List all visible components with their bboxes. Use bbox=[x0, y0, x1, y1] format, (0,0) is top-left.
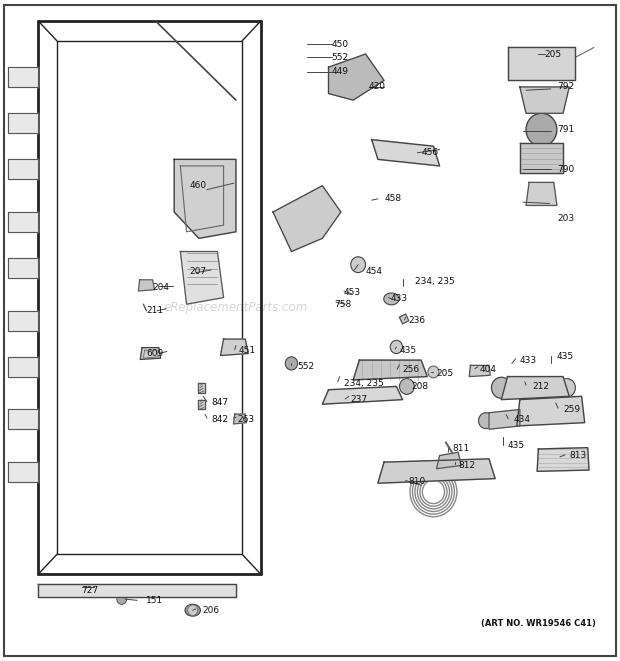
Polygon shape bbox=[508, 48, 575, 81]
Text: 203: 203 bbox=[557, 214, 574, 223]
Text: 434: 434 bbox=[514, 415, 531, 424]
Text: 204: 204 bbox=[153, 283, 170, 292]
Text: 208: 208 bbox=[412, 382, 429, 391]
Text: 552: 552 bbox=[332, 53, 348, 62]
Text: 256: 256 bbox=[402, 366, 420, 375]
Polygon shape bbox=[372, 139, 440, 166]
Text: 205: 205 bbox=[436, 369, 454, 378]
Circle shape bbox=[117, 594, 126, 604]
Circle shape bbox=[558, 379, 575, 397]
Text: eReplacementParts.com: eReplacementParts.com bbox=[164, 301, 308, 314]
Text: 151: 151 bbox=[146, 596, 164, 605]
Polygon shape bbox=[7, 212, 38, 232]
Text: (ART NO. WR19546 C41): (ART NO. WR19546 C41) bbox=[481, 619, 596, 628]
Text: 263: 263 bbox=[237, 415, 254, 424]
Text: 404: 404 bbox=[480, 366, 497, 375]
Polygon shape bbox=[174, 159, 236, 239]
Circle shape bbox=[285, 357, 298, 370]
Polygon shape bbox=[322, 387, 402, 405]
Polygon shape bbox=[378, 459, 495, 483]
Polygon shape bbox=[537, 447, 589, 471]
Polygon shape bbox=[7, 357, 38, 377]
Text: 205: 205 bbox=[544, 50, 562, 59]
Text: 812: 812 bbox=[458, 461, 476, 470]
Text: 234, 235: 234, 235 bbox=[344, 379, 384, 387]
Text: 212: 212 bbox=[532, 382, 549, 391]
Text: 552: 552 bbox=[298, 362, 315, 371]
Text: 842: 842 bbox=[211, 415, 228, 424]
Text: 810: 810 bbox=[409, 477, 426, 486]
Text: 758: 758 bbox=[335, 299, 352, 309]
Text: 237: 237 bbox=[350, 395, 367, 404]
Polygon shape bbox=[329, 54, 384, 100]
Text: 435: 435 bbox=[399, 346, 417, 355]
Text: 206: 206 bbox=[202, 605, 219, 615]
Text: 792: 792 bbox=[557, 83, 574, 91]
Text: 727: 727 bbox=[82, 586, 99, 595]
Polygon shape bbox=[520, 143, 563, 173]
Text: 450: 450 bbox=[332, 40, 348, 49]
Polygon shape bbox=[520, 87, 569, 113]
Circle shape bbox=[188, 605, 198, 615]
Polygon shape bbox=[38, 584, 236, 597]
Polygon shape bbox=[489, 409, 520, 429]
Polygon shape bbox=[526, 182, 557, 206]
Polygon shape bbox=[502, 377, 569, 400]
Polygon shape bbox=[198, 400, 205, 409]
Text: 847: 847 bbox=[211, 399, 228, 407]
Text: 458: 458 bbox=[384, 194, 401, 204]
Text: 234, 235: 234, 235 bbox=[415, 277, 454, 286]
Polygon shape bbox=[7, 159, 38, 179]
Text: 236: 236 bbox=[409, 316, 426, 325]
Text: 451: 451 bbox=[239, 346, 256, 355]
Text: 207: 207 bbox=[190, 267, 206, 276]
Text: 420: 420 bbox=[369, 83, 386, 91]
Polygon shape bbox=[273, 186, 341, 252]
Circle shape bbox=[479, 412, 494, 428]
Polygon shape bbox=[198, 383, 205, 393]
Circle shape bbox=[526, 113, 557, 146]
Ellipse shape bbox=[185, 604, 200, 616]
Polygon shape bbox=[138, 280, 154, 291]
Text: 791: 791 bbox=[557, 125, 574, 134]
Circle shape bbox=[351, 256, 366, 272]
Polygon shape bbox=[516, 397, 585, 426]
Polygon shape bbox=[7, 311, 38, 330]
Circle shape bbox=[399, 379, 414, 395]
Text: 454: 454 bbox=[366, 267, 383, 276]
Polygon shape bbox=[140, 348, 161, 360]
Text: 813: 813 bbox=[569, 451, 587, 460]
Polygon shape bbox=[7, 462, 38, 482]
Text: 811: 811 bbox=[452, 444, 469, 453]
Polygon shape bbox=[399, 314, 409, 324]
Text: 433: 433 bbox=[390, 294, 407, 303]
Text: 433: 433 bbox=[520, 356, 537, 365]
Polygon shape bbox=[469, 366, 490, 377]
Text: 453: 453 bbox=[344, 288, 361, 297]
Polygon shape bbox=[7, 258, 38, 278]
Circle shape bbox=[390, 340, 402, 354]
Text: 435: 435 bbox=[508, 441, 525, 450]
Text: 790: 790 bbox=[557, 165, 574, 174]
Polygon shape bbox=[234, 414, 246, 424]
Polygon shape bbox=[180, 252, 224, 304]
Text: 609: 609 bbox=[146, 349, 164, 358]
Text: 259: 259 bbox=[563, 405, 580, 414]
Text: 456: 456 bbox=[421, 148, 438, 157]
Text: 460: 460 bbox=[190, 181, 206, 190]
Circle shape bbox=[428, 366, 439, 378]
Text: 211: 211 bbox=[146, 306, 164, 315]
Text: 435: 435 bbox=[557, 352, 574, 362]
Ellipse shape bbox=[384, 293, 399, 305]
Polygon shape bbox=[221, 339, 248, 356]
Polygon shape bbox=[7, 113, 38, 133]
Circle shape bbox=[492, 377, 512, 399]
Polygon shape bbox=[436, 452, 461, 469]
Text: 449: 449 bbox=[332, 67, 348, 76]
Polygon shape bbox=[7, 409, 38, 429]
Polygon shape bbox=[353, 360, 427, 380]
Polygon shape bbox=[7, 67, 38, 87]
